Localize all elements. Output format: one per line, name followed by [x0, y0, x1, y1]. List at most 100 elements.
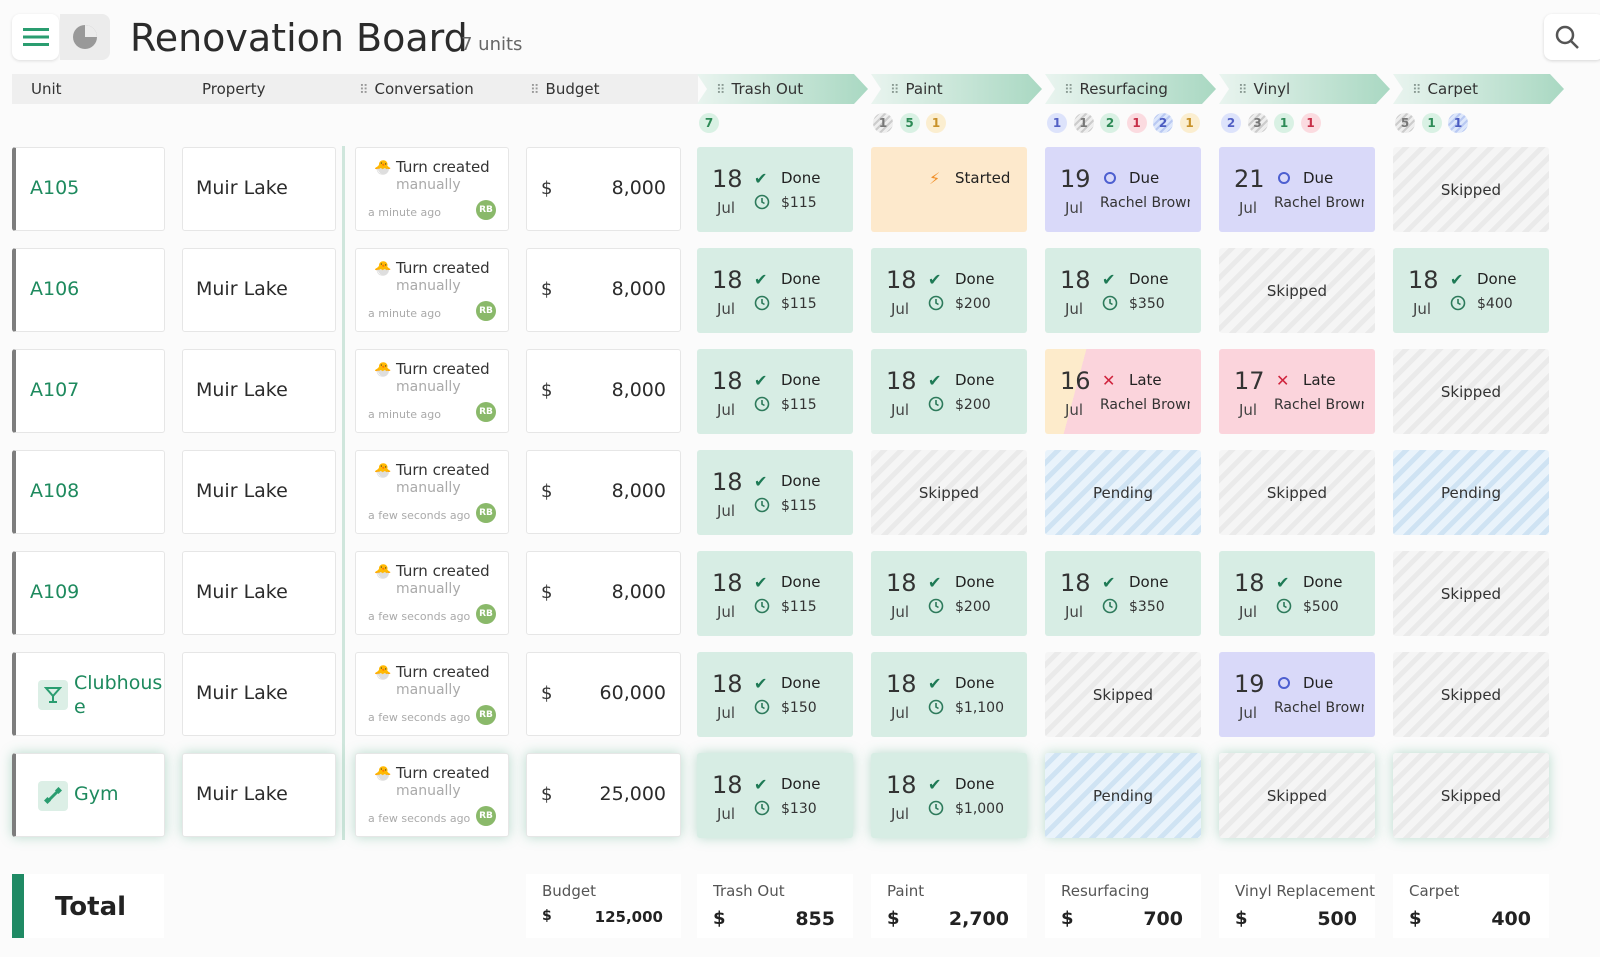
budget-card[interactable]: $8,000: [526, 551, 681, 635]
avatar[interactable]: RB: [476, 705, 496, 725]
unit-name[interactable]: A105: [30, 177, 80, 199]
unit-name[interactable]: A107: [30, 379, 80, 401]
budget-card[interactable]: $8,000: [526, 147, 681, 231]
stage-cell-done[interactable]: 18 Jul ✔ Done $115: [697, 248, 853, 333]
stage-cell-skipped[interactable]: Skipped: [1393, 652, 1549, 737]
property-card[interactable]: Muir Lake: [182, 652, 336, 736]
stage-count-badge[interactable]: 1: [1179, 113, 1200, 133]
conversation-card[interactable]: 🐣 Turn created manually a few seconds ago RB: [355, 450, 509, 534]
unit-card[interactable]: A106: [12, 248, 165, 332]
stage-cell-done[interactable]: 18 Jul ✔ Done $115: [697, 349, 853, 434]
stage-count-badge[interactable]: 3: [1247, 113, 1268, 133]
stage-header-resurfacing[interactable]: ⠿ Resurfacing: [1064, 80, 1168, 98]
stage-cell-done[interactable]: 18 Jul ✔ Done $130: [697, 753, 853, 838]
stage-cell-skipped[interactable]: Skipped: [1219, 248, 1375, 333]
budget-card[interactable]: $25,000: [526, 753, 681, 837]
stage-header-arrow[interactable]: [1219, 74, 1391, 104]
stage-cell-due[interactable]: 19 Jul Due Rachel Brown: [1045, 147, 1201, 232]
conversation-card[interactable]: 🐣 Turn created manually a minute ago RB: [355, 147, 509, 231]
drag-handle-icon[interactable]: ⠿: [530, 83, 540, 98]
stage-header-arrow[interactable]: [871, 74, 1043, 104]
avatar[interactable]: RB: [476, 200, 496, 220]
stage-cell-done[interactable]: 18 Jul ✔ Done $200: [871, 551, 1027, 636]
stage-cell-pending[interactable]: Pending: [1045, 450, 1201, 535]
conversation-card[interactable]: 🐣 Turn created manually a minute ago RB: [355, 248, 509, 332]
stage-cell-done[interactable]: 18 Jul ✔ Done $350: [1045, 551, 1201, 636]
column-header-budget[interactable]: ⠿ Budget: [530, 80, 599, 98]
conversation-card[interactable]: 🐣 Turn created manually a few seconds ago RB: [355, 753, 509, 837]
conversation-card[interactable]: 🐣 Turn created manually a few seconds ago RB: [355, 551, 509, 635]
stage-cell-due[interactable]: 21 Jul Due Rachel Brown: [1219, 147, 1375, 232]
stage-header-carpet[interactable]: ⠿ Carpet: [1412, 80, 1478, 98]
stage-cell-skipped[interactable]: Skipped: [1393, 551, 1549, 636]
property-card[interactable]: Muir Lake: [182, 349, 336, 433]
stage-header-paint[interactable]: ⠿ Paint: [890, 80, 943, 98]
stage-count-badge[interactable]: 1: [1448, 113, 1468, 133]
unit-name[interactable]: A109: [30, 581, 80, 603]
stage-header-arrow[interactable]: [1045, 74, 1217, 104]
budget-card[interactable]: $8,000: [526, 248, 681, 332]
stage-header-arrow[interactable]: [1393, 74, 1565, 104]
budget-card[interactable]: $60,000: [526, 652, 681, 736]
column-header-property[interactable]: Property: [202, 80, 265, 98]
stage-count-badge[interactable]: 5: [1395, 113, 1415, 133]
stage-count-badge[interactable]: 1: [1421, 113, 1442, 133]
stage-cell-skipped[interactable]: Skipped: [1393, 753, 1549, 838]
stage-cell-done[interactable]: 18 Jul ✔ Done $150: [697, 652, 853, 737]
stage-cell-due[interactable]: 19 Jul Due Rachel Brown: [1219, 652, 1375, 737]
unit-name[interactable]: A106: [30, 278, 80, 300]
unit-card[interactable]: A109: [12, 551, 165, 635]
stage-cell-skipped[interactable]: Skipped: [1219, 450, 1375, 535]
unit-name[interactable]: Gym: [74, 783, 119, 805]
drag-handle-icon[interactable]: ⠿: [1238, 83, 1248, 98]
avatar[interactable]: RB: [476, 806, 496, 826]
column-header-conversation[interactable]: ⠿ Conversation: [359, 80, 474, 98]
menu-button[interactable]: [12, 14, 59, 60]
stage-cell-skipped[interactable]: Skipped: [1393, 147, 1549, 232]
stage-header-arrow[interactable]: [697, 74, 869, 104]
unit-card[interactable]: Gym: [12, 753, 165, 837]
avatar[interactable]: RB: [476, 503, 496, 523]
stage-cell-done[interactable]: 18 Jul ✔ Done $115: [697, 147, 853, 232]
unit-name[interactable]: Clubhous e: [74, 672, 163, 718]
property-card[interactable]: Muir Lake: [182, 450, 336, 534]
unit-card[interactable]: A105: [12, 147, 165, 231]
stage-cell-skipped[interactable]: Skipped: [1045, 652, 1201, 737]
stage-cell-late-split[interactable]: 16 Jul ✕ Late Rachel Brown: [1045, 349, 1201, 434]
stage-header-vinyl[interactable]: ⠿ Vinyl: [1238, 80, 1290, 98]
unit-card[interactable]: Clubhous e: [12, 652, 165, 736]
chart-view-button[interactable]: [60, 14, 110, 60]
stage-cell-done[interactable]: 18 Jul ✔ Done $1,000: [871, 753, 1027, 838]
stage-count-badge[interactable]: 2: [1153, 113, 1173, 133]
property-card[interactable]: Muir Lake: [182, 551, 336, 635]
unit-card[interactable]: A108: [12, 450, 165, 534]
column-header-unit[interactable]: Unit: [31, 80, 62, 98]
stage-count-badge[interactable]: 5: [899, 113, 920, 133]
drag-handle-icon[interactable]: ⠿: [716, 83, 726, 98]
stage-count-badge[interactable]: 1: [1126, 113, 1147, 133]
drag-handle-icon[interactable]: ⠿: [359, 83, 369, 98]
stage-cell-done[interactable]: 18 Jul ✔ Done $400: [1393, 248, 1549, 333]
drag-handle-icon[interactable]: ⠿: [1064, 83, 1074, 98]
stage-header-trash-out[interactable]: ⠿ Trash Out: [716, 80, 803, 98]
drag-handle-icon[interactable]: ⠿: [1412, 83, 1422, 98]
property-card[interactable]: Muir Lake: [182, 147, 336, 231]
stage-cell-started[interactable]: ⚡ Started: [871, 147, 1027, 232]
conversation-card[interactable]: 🐣 Turn created manually a few seconds ago RB: [355, 652, 509, 736]
stage-cell-skipped[interactable]: Skipped: [871, 450, 1027, 535]
conversation-card[interactable]: 🐣 Turn created manually a minute ago RB: [355, 349, 509, 433]
stage-count-badge[interactable]: 2: [1221, 113, 1241, 133]
stage-cell-skipped[interactable]: Skipped: [1219, 753, 1375, 838]
stage-cell-done[interactable]: 18 Jul ✔ Done $200: [871, 349, 1027, 434]
property-card[interactable]: Muir Lake: [182, 248, 336, 332]
stage-cell-done[interactable]: 18 Jul ✔ Done $115: [697, 450, 853, 535]
avatar[interactable]: RB: [476, 604, 496, 624]
budget-card[interactable]: $8,000: [526, 349, 681, 433]
stage-count-badge[interactable]: 1: [1300, 113, 1321, 133]
stage-count-badge[interactable]: 7: [699, 113, 719, 133]
stage-cell-done[interactable]: 18 Jul ✔ Done $500: [1219, 551, 1375, 636]
stage-cell-done[interactable]: 18 Jul ✔ Done $115: [697, 551, 853, 636]
stage-count-badge[interactable]: 1: [1073, 113, 1094, 133]
stage-cell-done[interactable]: 18 Jul ✔ Done $200: [871, 248, 1027, 333]
budget-card[interactable]: $8,000: [526, 450, 681, 534]
